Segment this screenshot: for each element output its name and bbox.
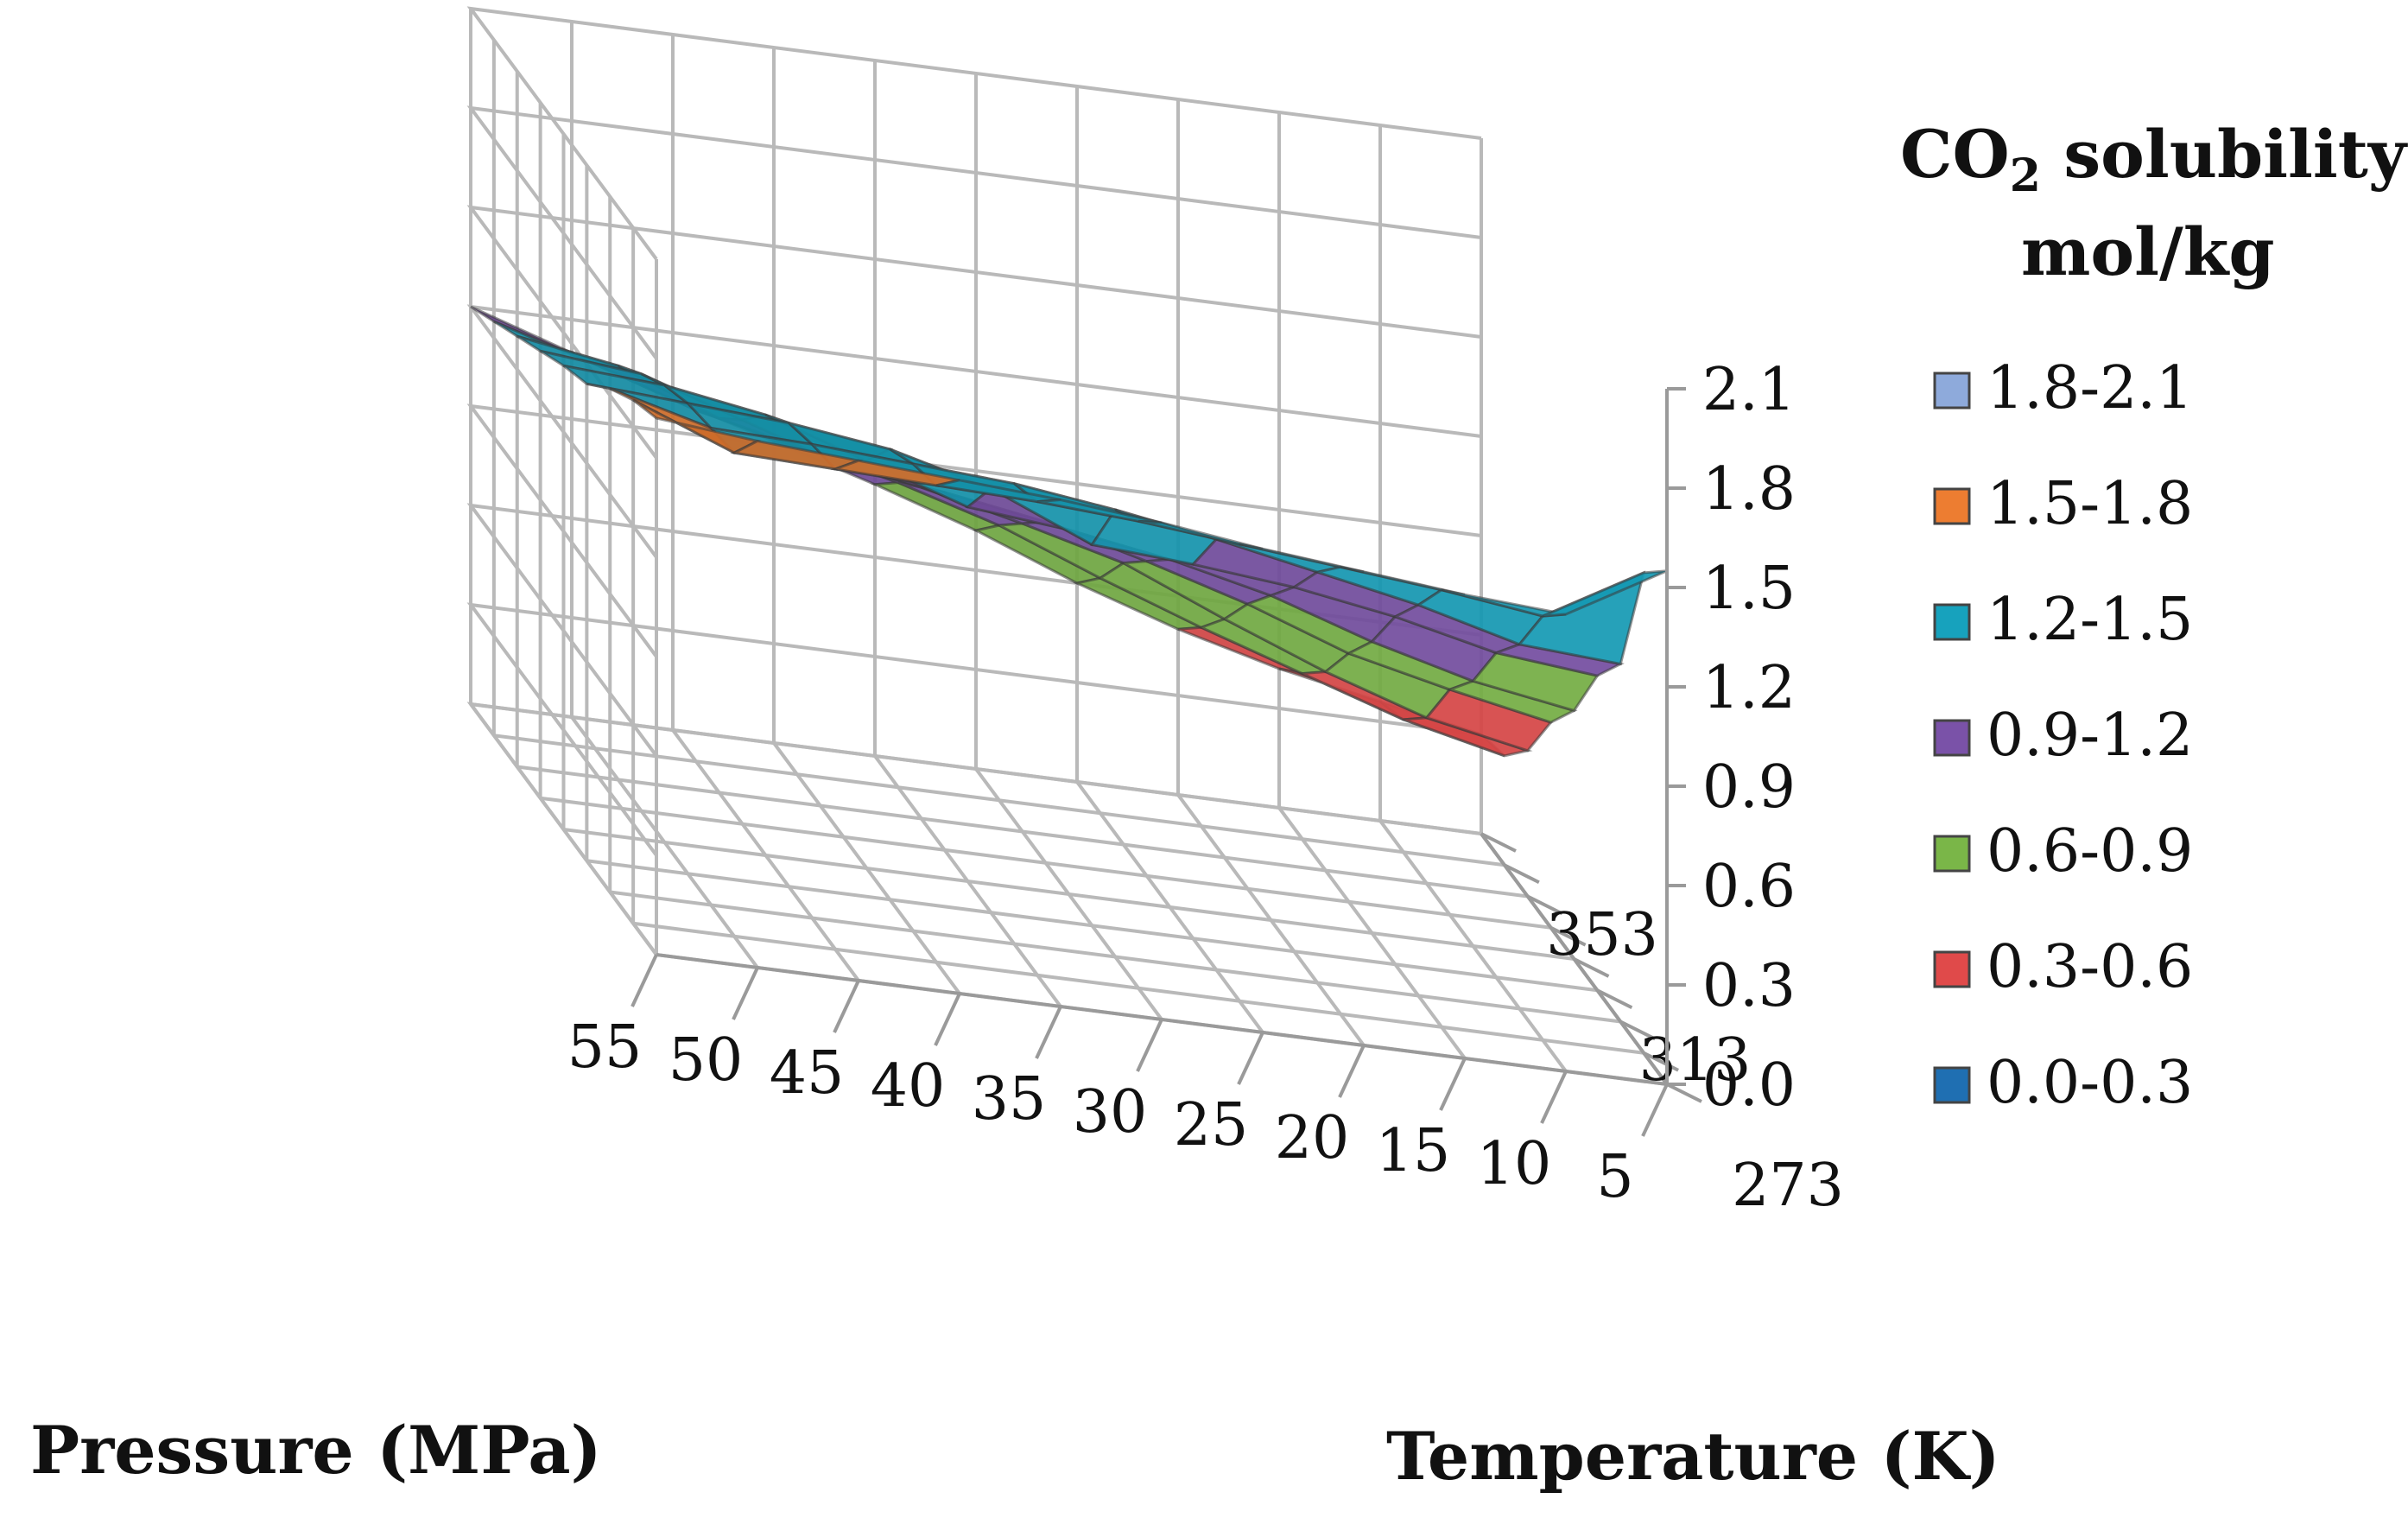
floor-gridline [493, 734, 1505, 867]
pressure-tick-mark [1136, 1019, 1163, 1072]
pressure-tick-label: 25 [1174, 1091, 1249, 1159]
pressure-tick-label: 55 [567, 1013, 643, 1082]
legend-title-co: CO [1900, 116, 2010, 193]
floor-gridline [516, 765, 1529, 899]
pressure-tick-label: 35 [972, 1065, 1047, 1134]
temperature-axis-title: Temperature (K) [1386, 1418, 2000, 1495]
pressure-tick-label: 20 [1275, 1104, 1350, 1172]
legend-label: 1.5-1.8 [1987, 470, 2193, 538]
legend: 1.8-2.1 1.5-1.8 1.2-1.5 0.9-1.2 0.6-0.9 0.3-0… [1933, 354, 2193, 1117]
z-tick-label: 0.6 [1702, 853, 1796, 921]
legend-label: 1.2-1.5 [1987, 586, 2193, 654]
temperature-tick-mark [1549, 925, 1587, 947]
z-tick-label: 2.1 [1702, 356, 1796, 424]
floor-gridline [586, 859, 1598, 993]
temperature-tick-mark [1666, 1083, 1702, 1103]
pressure-tick-label: 40 [871, 1052, 946, 1121]
temperature-tick-mark [1526, 894, 1563, 916]
temperature-tick-label: 313 [1639, 1026, 1752, 1095]
pressure-tick-mark [833, 980, 860, 1033]
pressure-tick-mark [1237, 1032, 1264, 1085]
pressure-tick-label: 10 [1477, 1130, 1552, 1198]
z-tick-label: 1.8 [1702, 455, 1796, 524]
floor-gridline [470, 702, 1482, 835]
pressure-tick-label: 45 [770, 1039, 845, 1108]
temperature-tick-label: 273 [1732, 1152, 1844, 1220]
pressure-tick-label: 30 [1073, 1078, 1148, 1146]
z-tick-label: 1.5 [1702, 555, 1796, 623]
legend-swatch [1933, 603, 1971, 641]
pressure-tick-mark [631, 954, 658, 1007]
temperature-tick-mark [1480, 832, 1517, 853]
z-tick-label: 0.0 [1702, 1051, 1796, 1120]
floor-gridline [563, 828, 1575, 961]
legend-swatch [1933, 719, 1971, 757]
legend-title-subscript: 2 [2010, 149, 2041, 202]
legend-label: 0.3-0.6 [1987, 933, 2193, 1001]
legend-title-solubility: solubility [2041, 116, 2408, 193]
pressure-axis-title: Pressure (MPa) [30, 1412, 602, 1489]
pressure-tick-mark [1439, 1057, 1467, 1111]
legend-label: 0.0-0.3 [1987, 1049, 2193, 1117]
floor-gridline [540, 796, 1551, 930]
chart-axes: 55 50 45 40 35 30 25 20 15 10 5 273 313 353 0.0 0.3 0.6 0… [567, 356, 1844, 1220]
floor-gridline [609, 890, 1621, 1024]
pressure-tick-mark [1035, 1006, 1062, 1059]
pressure-tick-mark [732, 967, 759, 1020]
legend-swatch [1933, 950, 1971, 988]
legend-label: 1.8-2.1 [1987, 354, 2193, 422]
temperature-tick-mark [1573, 957, 1610, 978]
pressure-tick-mark [1540, 1070, 1568, 1124]
legend-swatch [1933, 487, 1971, 525]
temperature-tick-mark [1643, 1051, 1680, 1072]
legend-swatch [1933, 1066, 1971, 1104]
temperature-tick-mark [1503, 863, 1540, 885]
temperature-tick-mark [1596, 988, 1633, 1010]
z-tick-label: 1.2 [1702, 654, 1796, 722]
pressure-tick-mark [1338, 1045, 1366, 1098]
z-tick-label: 0.3 [1702, 952, 1796, 1020]
legend-label: 0.9-1.2 [1987, 702, 2193, 770]
pressure-tick-label: 50 [669, 1026, 744, 1095]
pressure-tick-label: 5 [1596, 1143, 1633, 1211]
legend-label: 0.6-0.9 [1987, 817, 2193, 886]
surface-plot [470, 305, 1668, 758]
temperature-tick-label: 353 [1546, 901, 1658, 969]
legend-title-line1: CO2 solubility [1900, 116, 2408, 202]
pressure-tick-label: 15 [1376, 1117, 1451, 1185]
pressure-tick-mark [934, 993, 961, 1046]
temperature-tick-mark [1619, 1019, 1657, 1041]
pressure-tick-mark [1641, 1083, 1669, 1137]
z-tick-label: 0.9 [1702, 753, 1796, 822]
legend-title-line2: mol/kg [2021, 213, 2275, 290]
surface-patch [1542, 569, 1668, 618]
floor-gridline [632, 921, 1644, 1055]
legend-swatch [1933, 372, 1971, 410]
legend-swatch [1933, 835, 1971, 873]
